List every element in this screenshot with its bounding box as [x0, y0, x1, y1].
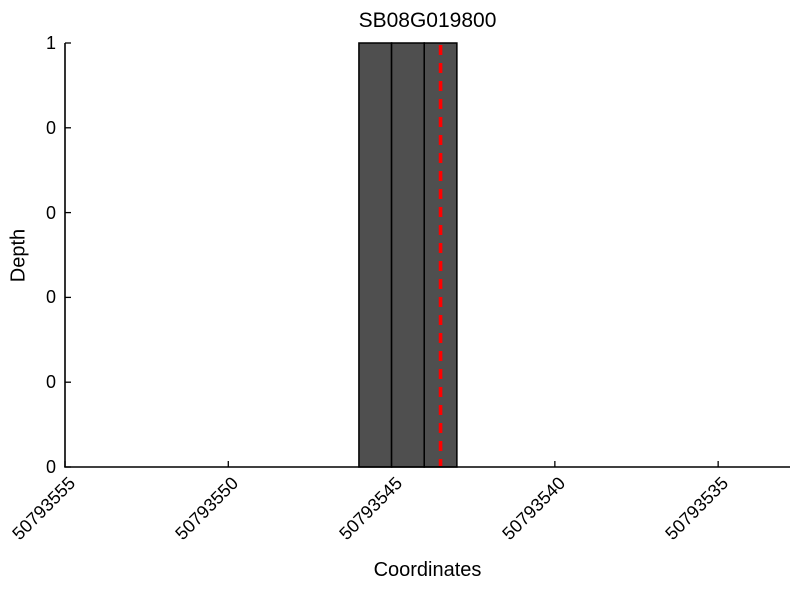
chart-title: SB08G019800	[358, 9, 497, 32]
y-tick-label: 0	[45, 117, 56, 138]
y-tick-label: 0	[45, 372, 56, 393]
depth-bar	[390, 42, 425, 468]
depth-bar	[358, 42, 393, 468]
y-tick-label: 0	[45, 202, 56, 223]
y-tick-label: 1	[45, 33, 56, 53]
y-tick-label: 0	[45, 287, 56, 308]
y-tick-label: 0	[45, 457, 56, 477]
x-axis-label: Coordinates	[373, 559, 482, 581]
